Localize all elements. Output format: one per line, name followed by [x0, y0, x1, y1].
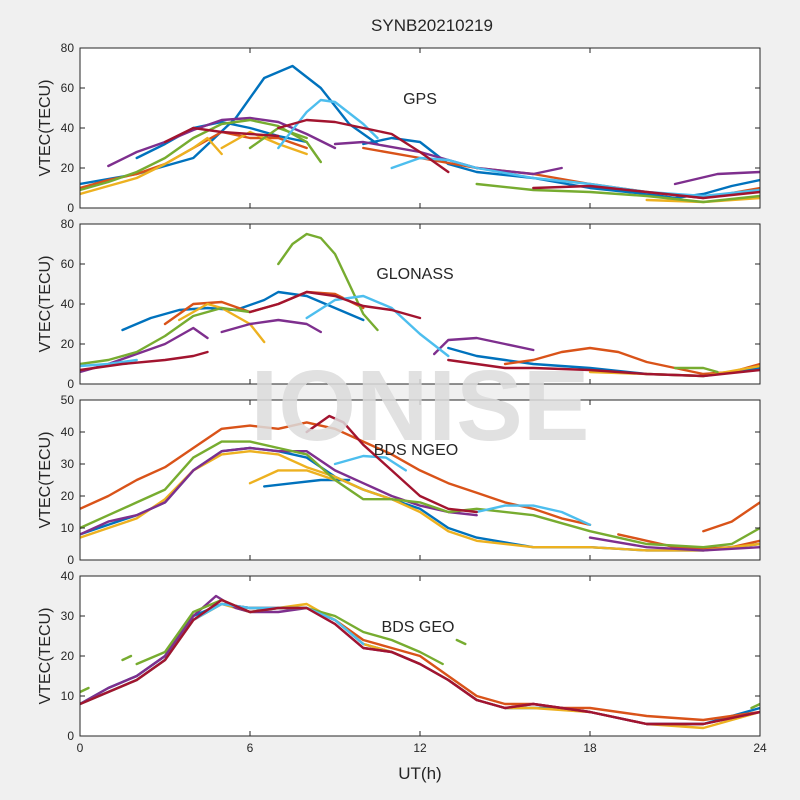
- series-line: [107, 116, 337, 168]
- series-line: [277, 232, 379, 332]
- y-tick-label: 20: [61, 489, 75, 503]
- series-line: [532, 184, 760, 200]
- y-tick-label: 10: [61, 689, 75, 703]
- y-tick-label: 0: [67, 729, 74, 743]
- series-line: [362, 136, 760, 200]
- y-tick-label: 20: [61, 161, 75, 175]
- series-line: [121, 654, 133, 662]
- panel-background: [80, 400, 760, 560]
- series-line: [305, 294, 450, 358]
- series-line: [673, 366, 719, 374]
- panel-label: BDS NGEO: [374, 442, 458, 459]
- panel-0: 0 20 40 60 80 VTEC(TECU) GPS: [37, 41, 761, 215]
- series-line: [248, 290, 422, 320]
- y-axis-label: VTEC(TECU): [37, 608, 54, 705]
- y-axis-label: VTEC(TECU): [37, 256, 54, 353]
- y-tick-label: 0: [67, 553, 74, 567]
- series-line: [248, 469, 337, 485]
- y-tick-label: 40: [61, 569, 75, 583]
- series-line: [750, 702, 760, 710]
- y-tick-label: 20: [61, 649, 75, 663]
- panel-label: BDS GEO: [382, 619, 455, 636]
- series-line: [80, 440, 760, 549]
- y-tick-label: 60: [61, 257, 75, 271]
- y-tick-label: 80: [61, 217, 75, 231]
- y-tick-label: 40: [61, 425, 75, 439]
- series-line: [220, 318, 322, 334]
- x-tick-label: 6: [247, 741, 254, 755]
- y-tick-label: 20: [61, 337, 75, 351]
- x-tick-label: 24: [753, 741, 767, 755]
- y-axis-label: VTEC(TECU): [37, 80, 54, 177]
- x-tick-label: 12: [413, 741, 427, 755]
- panel-2: 0 10 20 30 40 50 VTEC(TECU) BDS NGEO: [37, 393, 761, 567]
- y-tick-label: 50: [61, 393, 75, 407]
- series-line: [277, 118, 450, 174]
- series-line: [455, 638, 467, 646]
- y-tick-label: 40: [61, 121, 75, 135]
- watermark: IONISE: [251, 350, 590, 462]
- y-tick-label: 60: [61, 81, 75, 95]
- series-line: [333, 454, 407, 472]
- panel-label: GPS: [403, 91, 437, 108]
- series-line: [447, 358, 760, 378]
- series-line: [305, 414, 478, 514]
- series-line: [80, 350, 209, 372]
- series-group: [80, 414, 760, 552]
- series-line: [433, 336, 535, 356]
- series-line: [80, 358, 138, 368]
- x-axis-label: UT(h): [398, 764, 441, 783]
- series-line: [121, 290, 365, 332]
- series-line: [673, 170, 760, 186]
- series-line: [80, 686, 90, 694]
- y-tick-label: 0: [67, 201, 74, 215]
- panel-1: 0 20 40 60 80 VTEC(TECU) GLONASS: [37, 217, 761, 391]
- y-tick-label: 80: [61, 41, 75, 55]
- series-line: [80, 136, 223, 196]
- panel-3: 0 10 20 30 40 0 6 12 18 24 VTEC(TECU) BDS GEO: [37, 569, 767, 755]
- panel-label: GLONASS: [376, 266, 453, 283]
- series-group: [80, 594, 760, 730]
- series-group: [80, 64, 760, 204]
- series-line: [475, 182, 760, 204]
- series-group: [80, 232, 760, 378]
- figure-title: SYNB20210219: [371, 16, 493, 35]
- series-line: [80, 421, 592, 526]
- series-line: [475, 504, 592, 526]
- series-line: [588, 536, 760, 552]
- y-axis-label: VTEC(TECU): [37, 432, 54, 529]
- series-line: [277, 98, 379, 150]
- series-line: [80, 450, 760, 552]
- y-tick-label: 40: [61, 297, 75, 311]
- series-line: [80, 598, 760, 726]
- series-line: [702, 501, 760, 533]
- panel-background: [80, 48, 760, 208]
- series-line: [80, 306, 252, 366]
- x-tick-label: 0: [77, 741, 84, 755]
- y-tick-label: 10: [61, 521, 75, 535]
- x-tick-label: 18: [583, 741, 597, 755]
- y-tick-label: 30: [61, 457, 75, 471]
- y-tick-label: 30: [61, 609, 75, 623]
- series-line: [163, 126, 280, 144]
- y-tick-label: 0: [67, 377, 74, 391]
